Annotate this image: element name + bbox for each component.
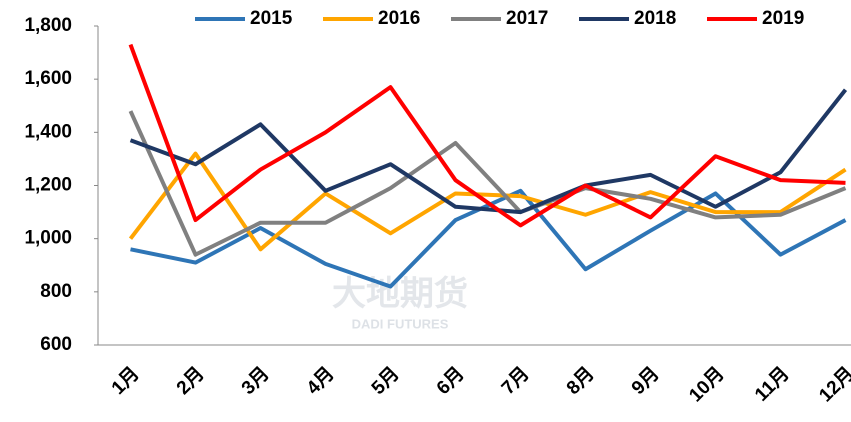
watermark: 大地期货 <box>332 275 468 313</box>
y-tick-label: 1,600 <box>24 68 72 89</box>
series-line <box>129 88 848 215</box>
legend-label: 2019 <box>762 8 804 29</box>
legend-label: 2016 <box>378 8 420 29</box>
x-tick-label: 6月 <box>433 363 469 399</box>
watermark-en: DADI FUTURES <box>352 316 449 331</box>
legend-label: 2018 <box>634 8 676 29</box>
series-line <box>128 43 846 228</box>
y-tick-label: 1,800 <box>24 15 72 36</box>
x-tick-label: 4月 <box>303 363 339 399</box>
legend-label: 2017 <box>506 8 548 29</box>
y-tick-label: 1,000 <box>24 228 72 249</box>
x-tick-label: 1月 <box>108 363 144 399</box>
y-tick-label: 600 <box>40 334 72 355</box>
x-tick-label: 12月 <box>815 363 851 406</box>
y-tick-label: 1,200 <box>24 175 72 196</box>
x-tick-label: 10月 <box>685 363 728 406</box>
x-tick-label: 2月 <box>173 363 209 399</box>
x-tick-label: 5月 <box>368 363 404 399</box>
series-line <box>128 110 847 257</box>
series-line <box>128 151 847 252</box>
legend-label: 2015 <box>250 8 293 29</box>
x-tick-label: 7月 <box>498 363 534 399</box>
x-tick-label: 9月 <box>628 363 664 399</box>
x-tick-label: 11月 <box>751 363 793 405</box>
y-tick-label: 800 <box>40 281 72 302</box>
y-tick-label: 1,400 <box>24 121 72 142</box>
x-tick-label: 8月 <box>563 363 599 399</box>
x-tick-label: 3月 <box>238 363 274 399</box>
